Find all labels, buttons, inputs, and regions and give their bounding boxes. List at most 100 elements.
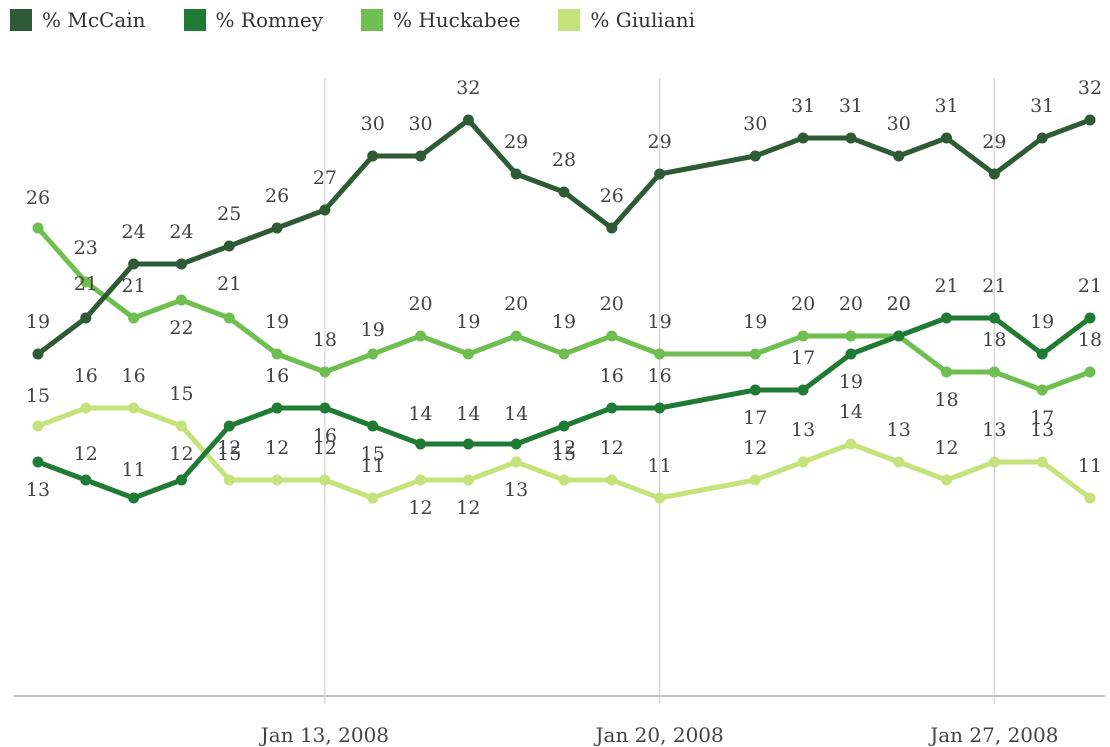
data-point-giuliani xyxy=(367,492,379,504)
data-point-huckabee xyxy=(988,366,1000,378)
data-point-romney xyxy=(558,420,570,432)
data-label-romney: 11 xyxy=(122,459,146,481)
data-label-giuliani: 12 xyxy=(265,437,289,459)
data-label-romney: 16 xyxy=(313,425,337,447)
data-label-huckabee: 18 xyxy=(934,389,958,411)
data-label-romney: 15 xyxy=(217,443,241,465)
data-point-mccain xyxy=(558,186,570,198)
data-label-mccain: 29 xyxy=(504,131,528,153)
data-label-mccain: 29 xyxy=(648,131,672,153)
data-label-mccain: 30 xyxy=(408,113,432,135)
data-point-mccain xyxy=(80,312,92,324)
data-label-huckabee: 19 xyxy=(743,311,767,333)
data-label-giuliani: 15 xyxy=(169,383,193,405)
data-label-giuliani: 12 xyxy=(456,497,480,519)
data-point-huckabee xyxy=(175,294,187,306)
data-label-romney: 20 xyxy=(887,293,911,315)
data-label-mccain: 31 xyxy=(934,95,958,117)
data-point-giuliani xyxy=(80,402,92,414)
legend-swatch-giuliani xyxy=(558,9,581,31)
data-label-romney: 21 xyxy=(1078,275,1102,297)
data-label-giuliani: 12 xyxy=(934,437,958,459)
data-label-romney: 16 xyxy=(648,365,672,387)
data-point-romney xyxy=(32,456,44,468)
data-label-huckabee: 20 xyxy=(839,293,863,315)
data-point-romney xyxy=(988,312,1000,324)
data-point-mccain xyxy=(223,240,235,252)
data-label-mccain: 27 xyxy=(313,167,337,189)
data-point-huckabee xyxy=(558,348,570,360)
data-point-huckabee xyxy=(415,330,427,342)
data-point-romney xyxy=(462,438,474,450)
data-label-mccain: 26 xyxy=(600,185,624,207)
data-label-giuliani: 11 xyxy=(1078,455,1102,477)
data-label-giuliani: 12 xyxy=(743,437,767,459)
data-point-giuliani xyxy=(1084,492,1096,504)
data-label-mccain: 31 xyxy=(791,95,815,117)
data-point-huckabee xyxy=(797,330,809,342)
data-point-huckabee xyxy=(271,348,283,360)
data-point-giuliani xyxy=(941,474,953,486)
data-point-romney xyxy=(749,384,761,396)
data-point-huckabee xyxy=(319,366,331,378)
data-label-huckabee: 17 xyxy=(1030,407,1054,429)
data-point-giuliani xyxy=(606,474,618,486)
data-label-romney: 12 xyxy=(74,443,98,465)
data-label-romney: 13 xyxy=(26,479,50,501)
data-point-romney xyxy=(80,474,92,486)
data-point-romney xyxy=(367,420,379,432)
data-label-romney: 21 xyxy=(982,275,1006,297)
data-label-huckabee: 26 xyxy=(26,187,50,209)
data-label-giuliani: 12 xyxy=(408,497,432,519)
data-label-huckabee: 20 xyxy=(600,293,624,315)
data-point-mccain xyxy=(941,132,953,144)
legend-swatch-romney xyxy=(183,9,206,31)
data-label-giuliani: 16 xyxy=(122,365,146,387)
data-label-giuliani: 13 xyxy=(887,419,911,441)
data-label-mccain: 29 xyxy=(982,131,1006,153)
data-point-romney xyxy=(1036,348,1048,360)
data-label-huckabee: 20 xyxy=(504,293,528,315)
data-point-mccain xyxy=(128,258,140,270)
data-point-giuliani xyxy=(510,456,522,468)
data-point-huckabee xyxy=(606,330,618,342)
data-point-huckabee xyxy=(1036,384,1048,396)
legend: % McCain % Romney % Huckabee % Giuliani xyxy=(10,8,733,32)
data-label-romney: 21 xyxy=(934,275,958,297)
data-point-giuliani xyxy=(845,438,857,450)
data-label-giuliani: 13 xyxy=(1030,419,1054,441)
data-point-giuliani xyxy=(415,474,427,486)
data-label-huckabee: 22 xyxy=(169,317,193,339)
data-label-romney: 15 xyxy=(361,443,385,465)
data-label-giuliani: 11 xyxy=(648,455,672,477)
data-label-mccain: 19 xyxy=(26,311,50,333)
legend-label-giuliani: % Giuliani xyxy=(590,8,696,32)
data-label-huckabee: 18 xyxy=(1078,329,1102,351)
data-label-giuliani: 12 xyxy=(217,437,241,459)
data-point-giuliani xyxy=(1036,456,1048,468)
data-point-romney xyxy=(893,330,905,342)
data-label-huckabee: 23 xyxy=(74,237,98,259)
data-point-romney xyxy=(797,384,809,396)
data-label-huckabee: 20 xyxy=(791,293,815,315)
data-label-mccain: 24 xyxy=(169,221,193,243)
data-label-romney: 14 xyxy=(408,403,432,425)
data-point-giuliani xyxy=(128,402,140,414)
legend-item-mccain: % McCain xyxy=(10,8,146,32)
data-label-romney: 19 xyxy=(839,371,863,393)
data-point-giuliani xyxy=(271,474,283,486)
data-label-huckabee: 19 xyxy=(552,311,576,333)
data-point-romney xyxy=(175,474,187,486)
legend-swatch-huckabee xyxy=(361,9,383,31)
x-tick-label: Jan 27, 2008 xyxy=(928,723,1058,747)
data-point-mccain xyxy=(367,150,379,162)
data-label-mccain: 30 xyxy=(743,113,767,135)
data-point-huckabee xyxy=(32,222,44,234)
data-point-mccain xyxy=(797,132,809,144)
data-label-giuliani: 12 xyxy=(552,437,576,459)
data-point-huckabee xyxy=(749,348,761,360)
data-point-romney xyxy=(128,492,140,504)
data-label-mccain: 21 xyxy=(74,273,98,295)
data-point-mccain xyxy=(654,168,666,180)
